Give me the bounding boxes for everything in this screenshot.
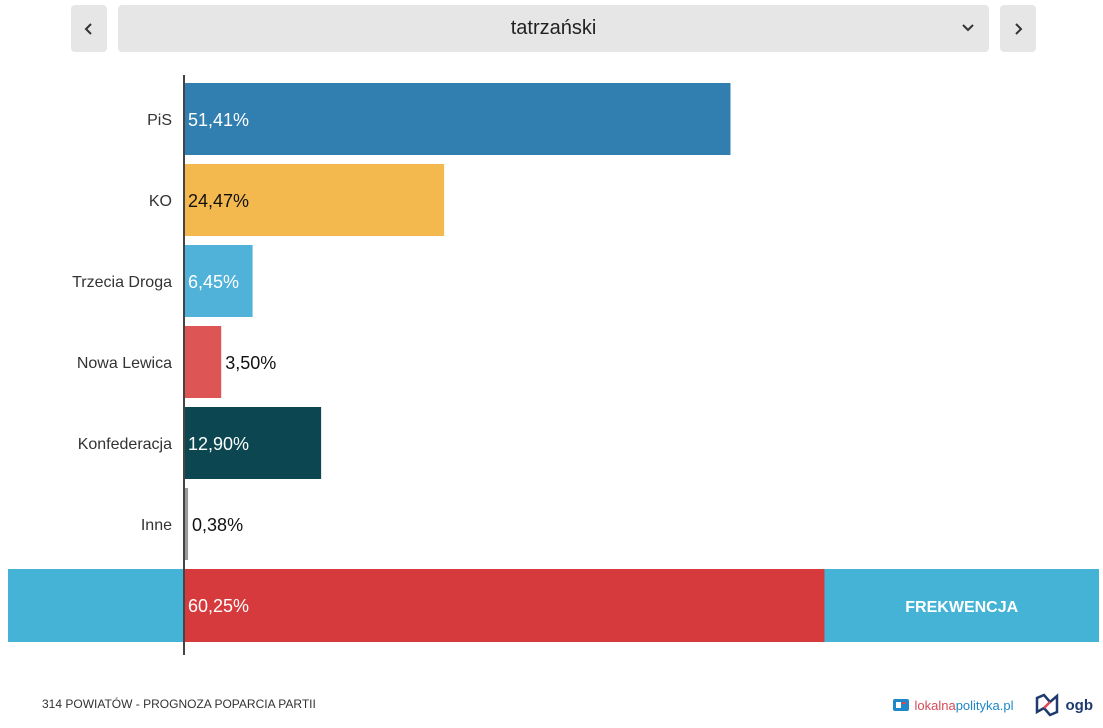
category-label-trzecia-droga: Trzecia Droga [72,274,172,291]
party-support-bars: PiS 51,41% KO 24,47% Trzecia Droga 6,45% Nowa … [8,75,1099,655]
ogb-logo[interactable]: ogb [1034,692,1094,718]
chevron-left-icon [84,22,92,35]
bar-turnout [184,569,825,642]
value-label-turnout: 60,25% [188,596,249,616]
district-select[interactable]: tatrzański [118,5,989,52]
lokalnapolityka-mark-icon [893,699,910,711]
value-label-konfederacja: 12,90% [188,434,249,454]
category-label-nowa-lewica: Nowa Lewica [77,355,172,372]
value-label-pis: 51,41% [188,110,249,130]
category-label-konfederacja: Konfederacja [78,436,172,453]
bar-trzecia-droga [184,245,253,317]
value-label-nowa-lewica: 3,50% [225,353,276,373]
footer-brands: lokalna polityka.pl ogb [892,688,1093,722]
value-label-trzecia-droga: 6,45% [188,272,239,292]
category-label-pis: PiS [147,112,172,129]
bar-inne [184,488,189,560]
chart-caption: 314 POWIATÓW - PROGNOZA POPARCIA PARTII [42,697,316,711]
previous-button[interactable] [71,5,107,52]
bar-ko [184,164,445,236]
party-support-chart: PiS 51,41% KO 24,47% Trzecia Droga 6,45% Nowa … [0,60,1103,670]
category-label-ko: KO [149,193,172,210]
brand-ogb: ogb [1065,696,1094,714]
next-button[interactable] [1000,5,1036,52]
value-label-ko: 24,47% [188,191,249,211]
brand-lokalna: lokalna [914,697,956,713]
chevron-down-icon [962,24,974,32]
category-label-inne: Inne [141,517,172,534]
brand-polityka: polityka.pl [955,697,1014,713]
value-label-inne: 0,38% [192,515,243,535]
bar-pis [184,83,731,155]
lokalnapolityka-logo[interactable]: lokalna polityka.pl [892,696,1014,714]
district-select-value: tatrzański [510,17,597,39]
bar-konfederacja [184,407,322,479]
ogb-mark-icon [1035,693,1058,717]
bar-nowa-lewica [184,326,222,398]
turnout-title: FREKWENCJA [905,599,1018,616]
chevron-right-icon [1015,22,1023,35]
